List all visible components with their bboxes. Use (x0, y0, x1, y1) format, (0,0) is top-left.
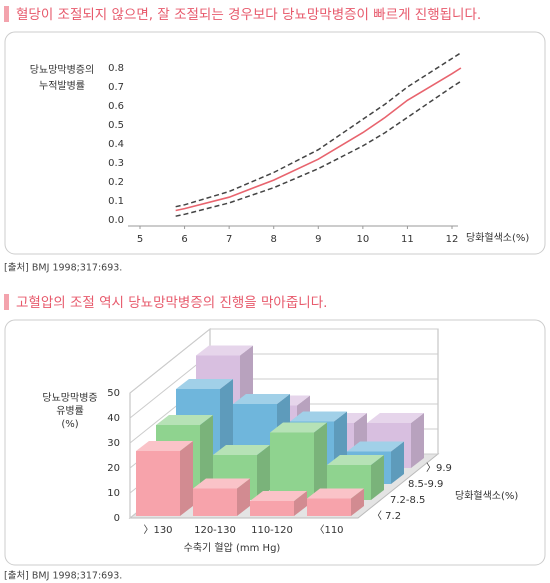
bar (250, 501, 294, 516)
x-tick-label: 110-120 (251, 525, 293, 536)
y-tick-label: 0.6 (108, 101, 124, 112)
y-tick-label: 0.7 (108, 82, 124, 93)
bar-side (294, 491, 307, 516)
bar-top (233, 394, 290, 404)
line-series (175, 52, 462, 208)
x-tick-label: 〉130 (143, 524, 172, 536)
bar (193, 488, 237, 516)
bar-top (250, 491, 307, 501)
y-tick-label: 30 (107, 438, 120, 449)
x-tick-label: 10 (356, 234, 369, 245)
y-axis-title: 누적발병률 (39, 80, 85, 92)
bar-side (371, 455, 384, 500)
depth-label: 〉9.9 (426, 462, 452, 474)
bar (270, 432, 314, 500)
depth-label: 〈 7.2 (372, 510, 401, 522)
y-tick-label: 0.5 (108, 120, 124, 131)
bar-side (237, 478, 250, 516)
x-tick-label: 8 (271, 234, 277, 245)
bar-top (176, 379, 233, 389)
bar-side (257, 445, 270, 500)
bar-top (270, 422, 327, 433)
y-tick-label: 40 (107, 413, 120, 424)
y-tick-label: 0.4 (108, 139, 124, 150)
bar-top (196, 345, 253, 356)
bar-side (314, 422, 327, 500)
y-tick-label: 50 (107, 388, 120, 399)
bar-top (213, 445, 270, 455)
line-series (175, 67, 462, 212)
source: [출처] BMJ 1998;317:693. (4, 262, 122, 274)
x-tick-label: 11 (401, 234, 414, 245)
bar-top (327, 455, 384, 465)
x-axis-title: 수축기 혈압 (mm Hg) (184, 541, 281, 554)
x-tick-label: 〈110 (314, 524, 343, 536)
bar-top (136, 441, 193, 451)
x-tick-label: 7 (226, 234, 232, 245)
x-tick-label: 120-130 (194, 525, 236, 536)
source: [출처] BMJ 1998;317:693. (4, 570, 122, 582)
y-tick-label: 0.3 (108, 158, 124, 169)
x-tick-label: 6 (181, 234, 187, 245)
bar-top (307, 488, 364, 499)
panel (4, 31, 546, 255)
x-axis-title: 당화혈색소(%) (466, 231, 529, 244)
y-tick-label: 0.2 (108, 177, 124, 188)
y-axis-title: 당뇨망막병증의 (30, 64, 94, 76)
y-axis-title: 당뇨망막병증 (42, 392, 97, 404)
y-axis-title: (%) (61, 419, 78, 430)
title-marker (4, 294, 9, 310)
chart-title: 고혈압의 조절 역시 당뇨망막병증의 진행을 막아줍니다. (16, 295, 327, 311)
bar-top (367, 413, 424, 423)
bar-top (290, 411, 347, 422)
y-tick-label: 0.8 (108, 63, 124, 74)
y-tick-label: 0.0 (108, 215, 124, 226)
bar (307, 498, 351, 516)
depth-label: 7.2-8.5 (390, 495, 425, 506)
depth-axis-title: 당화혈색소(%) (455, 489, 518, 502)
x-tick-label: 9 (315, 234, 321, 245)
y-tick-label: 20 (107, 463, 120, 474)
title-marker (4, 6, 9, 22)
y-tick-label: 0 (114, 513, 120, 524)
bar (136, 451, 180, 516)
bar-side (180, 441, 193, 516)
bar-side (411, 413, 424, 468)
grid-line (129, 328, 438, 394)
bar-top (347, 441, 404, 452)
bar-side (351, 488, 364, 516)
x-tick-label: 12 (446, 234, 459, 245)
depth-label: 8.5-9.9 (408, 479, 443, 490)
bar-side (391, 441, 404, 484)
y-axis-title: 유병률 (56, 405, 84, 417)
bar-top (193, 478, 250, 489)
chart-title: 혈당이 조절되지 않으면, 잘 조절되는 경우보다 당뇨망막병증이 빠르게 진행… (16, 7, 481, 23)
line-series (175, 80, 462, 217)
y-tick-label: 0.1 (108, 196, 124, 207)
y-tick-label: 10 (107, 488, 120, 499)
x-tick-label: 5 (137, 234, 143, 245)
bar-top (156, 415, 213, 425)
